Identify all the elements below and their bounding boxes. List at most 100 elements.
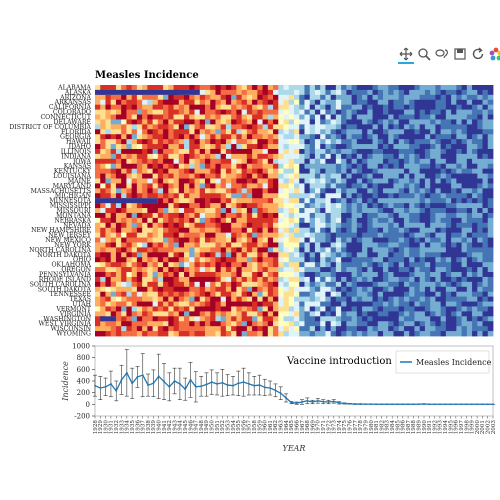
x-tick-label: 1960 — [263, 420, 269, 435]
heatmap-cell — [477, 193, 483, 199]
heatmap-cell — [393, 321, 400, 327]
heatmap-cell — [398, 262, 405, 268]
heatmap-cell — [173, 109, 180, 115]
box-zoom-tool[interactable] — [416, 46, 432, 62]
heatmap-cell — [194, 168, 201, 174]
heatmap-cell — [241, 163, 248, 170]
heatmap-cell — [110, 311, 117, 317]
heatmap-cell — [403, 311, 410, 317]
heatmap-cell — [482, 168, 489, 174]
heatmap-cell — [461, 247, 468, 253]
heatmap-cell — [220, 173, 227, 179]
heatmap-cell — [163, 139, 169, 145]
save-tool[interactable] — [452, 46, 468, 62]
lasso-select-tool[interactable] — [434, 46, 450, 62]
heatmap-cell — [267, 321, 274, 327]
heatmap-cell — [414, 148, 421, 155]
heatmap-cell — [246, 119, 253, 125]
heatmap-cell — [105, 222, 112, 229]
heatmap-cell — [346, 183, 353, 189]
heatmap-cell — [325, 198, 332, 204]
heatmap-cell — [487, 114, 494, 120]
heatmap-cell — [215, 281, 222, 288]
heatmap-cell — [126, 306, 133, 312]
state-label: TEXAS — [69, 296, 91, 303]
heatmap-cell — [168, 257, 174, 263]
heatmap-cell — [314, 183, 321, 189]
heatmap-cell — [335, 114, 342, 120]
heatmap-cell — [184, 247, 190, 253]
heatmap-cell — [241, 173, 248, 179]
heatmap-cell — [252, 144, 258, 150]
heatmap-cell — [414, 139, 421, 145]
heatmap-cell — [100, 276, 106, 283]
heatmap-cell — [351, 306, 358, 312]
heatmap-cell — [299, 217, 305, 224]
heatmap-cell — [430, 193, 436, 199]
heatmap-cell — [330, 326, 337, 332]
heatmap-cell — [451, 262, 457, 268]
heatmap-cell — [388, 114, 394, 120]
heatmap-cell — [341, 158, 347, 165]
heatmap-cell — [346, 139, 353, 145]
heatmap-cell — [121, 163, 127, 170]
heatmap-cell — [147, 242, 154, 248]
heatmap-cell — [424, 114, 431, 120]
heatmap-cell — [299, 257, 305, 263]
heatmap-cell — [225, 291, 232, 298]
heatmap-cell — [383, 183, 389, 189]
pan-tool[interactable] — [398, 46, 414, 64]
heatmap-cell — [440, 326, 447, 332]
heatmap-cell — [215, 183, 222, 189]
heatmap-cell — [157, 262, 164, 268]
heatmap-cell — [388, 104, 394, 111]
heatmap-cell — [304, 148, 311, 155]
heatmap-cell — [157, 222, 164, 229]
reset-tool[interactable] — [470, 46, 486, 62]
heatmap-cell — [189, 252, 195, 258]
heatmap-cell — [95, 139, 101, 145]
heatmap-cell — [110, 153, 117, 160]
heatmap-cell — [142, 262, 148, 268]
heatmap-cell — [136, 183, 143, 189]
heatmap-cell — [184, 183, 190, 189]
heatmap-cell — [294, 232, 300, 238]
heatmap-cell — [451, 296, 457, 302]
heatmap-cell — [95, 316, 101, 322]
heatmap-cell — [346, 306, 353, 312]
heatmap-cell — [225, 208, 232, 214]
heatmap-cell — [403, 212, 410, 219]
heatmap-cell — [225, 129, 232, 135]
heatmap-cell — [309, 291, 316, 298]
x-tick-label: 1967 — [300, 420, 306, 435]
heatmap-cell — [482, 286, 489, 293]
heatmap-cell — [215, 247, 222, 253]
heatmap-cell — [210, 262, 216, 268]
heatmap-cell — [372, 119, 379, 125]
heatmap-cell — [142, 321, 148, 327]
heatmap-cell — [121, 286, 127, 293]
heatmap-cell — [225, 144, 232, 150]
heatmap-cell — [472, 296, 478, 302]
heatmap-cell — [110, 257, 117, 263]
heatmap-cell — [199, 262, 206, 268]
heatmap-cell — [283, 227, 290, 234]
heatmap-cell — [309, 331, 316, 337]
heatmap-cell — [199, 134, 206, 140]
heatmap-cell — [362, 158, 368, 165]
heatmap-cell — [419, 173, 426, 179]
heatmap-cell — [309, 119, 316, 125]
heatmap-cell — [273, 252, 279, 258]
heatmap-cell — [377, 321, 384, 327]
bokeh-logo[interactable] — [488, 46, 500, 62]
heatmap-cell — [241, 89, 248, 96]
heatmap-cell — [273, 217, 279, 224]
heatmap-cell — [95, 272, 101, 278]
heatmap-cell — [288, 129, 295, 135]
heatmap-cell — [173, 321, 180, 327]
data-point — [189, 378, 192, 381]
heatmap-cell — [424, 301, 431, 307]
heatmap-cell — [283, 104, 290, 111]
heatmap-cell — [335, 119, 342, 125]
heatmap-cell — [100, 227, 106, 234]
